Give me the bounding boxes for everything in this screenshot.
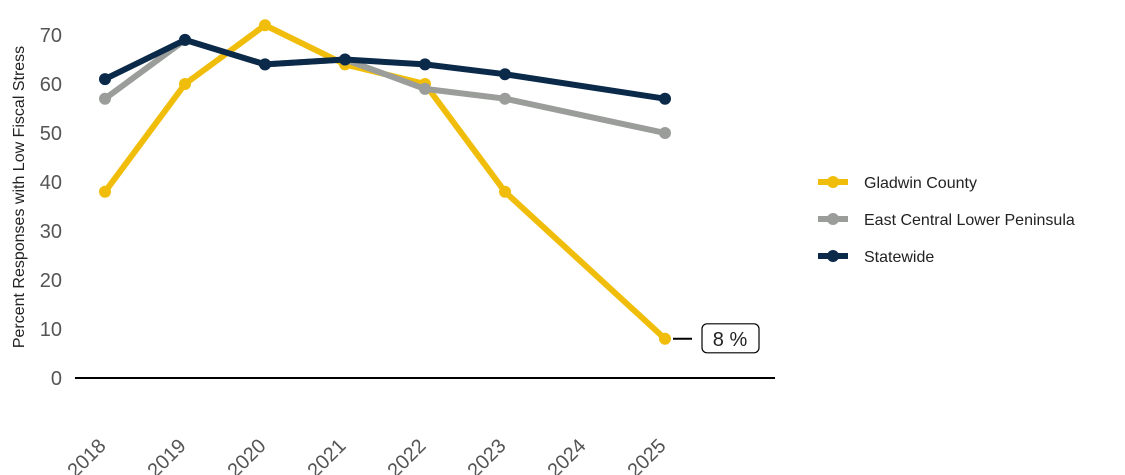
- legend-item: East Central Lower Peninsula: [818, 212, 1075, 229]
- legend-item: Statewide: [818, 249, 934, 266]
- series-lines: [99, 19, 671, 345]
- x-axis-ticks: 2018 2019 2020 2021 2022 2023 2024 2025: [64, 435, 671, 475]
- y-axis-ticks: 0 10 20 30 40 50 60 70: [40, 25, 62, 390]
- legend-label: Statewide: [864, 249, 934, 266]
- data-point: [99, 185, 111, 198]
- data-point: [179, 78, 191, 90]
- series-group: [99, 19, 671, 345]
- y-tick-label: 20: [40, 270, 62, 292]
- y-tick-label: 60: [40, 74, 62, 96]
- legend: Gladwin County East Central Lower Peninsu…: [818, 175, 1075, 266]
- x-tick-label: 2019: [144, 435, 191, 475]
- data-point: [419, 82, 431, 95]
- legend-item: Gladwin County: [818, 175, 977, 192]
- data-point: [659, 92, 671, 105]
- legend-label: East Central Lower Peninsula: [864, 212, 1075, 229]
- x-tick-label: 2024: [544, 435, 591, 475]
- callout-box: [701, 323, 760, 354]
- data-point: [99, 73, 111, 86]
- x-tick-label: 2022: [384, 435, 431, 475]
- series-line: [102, 36, 668, 102]
- data-point: [339, 53, 351, 66]
- data-point: [259, 19, 271, 32]
- legend-swatch-marker: [827, 213, 839, 225]
- value-callout: 8 %: [673, 323, 760, 354]
- data-point: [659, 332, 671, 345]
- x-tick-label: 2023: [464, 435, 511, 475]
- y-tick-label: 40: [40, 172, 62, 194]
- data-point: [499, 185, 511, 198]
- callout-label: 8 %: [713, 329, 748, 351]
- legend-label: Gladwin County: [864, 175, 977, 192]
- data-point: [659, 127, 671, 139]
- legend-swatch-marker: [827, 250, 839, 262]
- y-tick-label: 50: [40, 123, 62, 145]
- y-tick-label: 30: [40, 221, 62, 243]
- data-point: [99, 92, 111, 105]
- data-point: [499, 68, 511, 81]
- x-tick-label: 2018: [64, 435, 111, 475]
- data-point: [259, 58, 271, 71]
- series-group: [99, 33, 671, 105]
- y-tick-label: 0: [51, 368, 62, 390]
- data-point: [179, 33, 191, 46]
- y-tick-label: 70: [40, 25, 62, 47]
- data-point: [419, 58, 431, 71]
- y-tick-label: 10: [40, 319, 62, 341]
- x-tick-label: 2021: [304, 435, 351, 475]
- legend-swatch-marker: [827, 176, 839, 188]
- x-tick-label: 2025: [624, 435, 671, 475]
- data-point: [499, 92, 511, 105]
- y-axis-label: Percent Responses with Low Fiscal Stress: [11, 46, 28, 348]
- x-tick-label: 2020: [224, 435, 271, 475]
